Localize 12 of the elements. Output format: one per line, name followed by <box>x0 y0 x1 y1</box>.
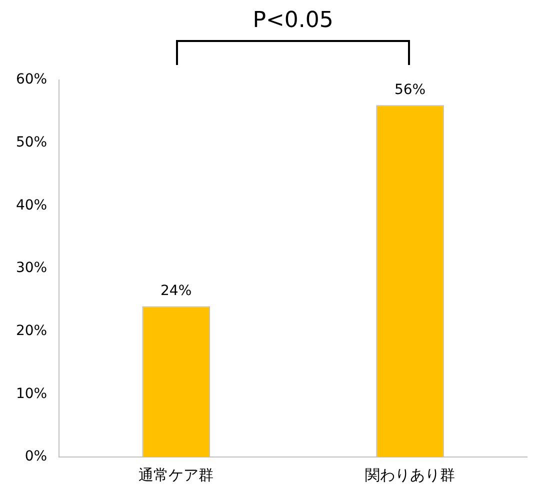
x-tick-label: 通常ケア群 <box>138 466 214 484</box>
y-tick-label: 50% <box>16 134 48 150</box>
data-label: 56% <box>394 82 426 98</box>
y-tick-label: 0% <box>24 448 48 465</box>
text: P<0.05 <box>252 8 334 33</box>
y-tick-label: 20% <box>16 322 48 339</box>
y-tick-label: 60% <box>16 72 48 88</box>
data-label: 24% <box>160 282 192 299</box>
y-tick-label: 10% <box>16 386 48 402</box>
x-tick-label: 関わりあり群 <box>365 466 456 484</box>
y-tick-label: 30% <box>16 260 48 276</box>
y-tick-label: 40% <box>16 197 48 214</box>
